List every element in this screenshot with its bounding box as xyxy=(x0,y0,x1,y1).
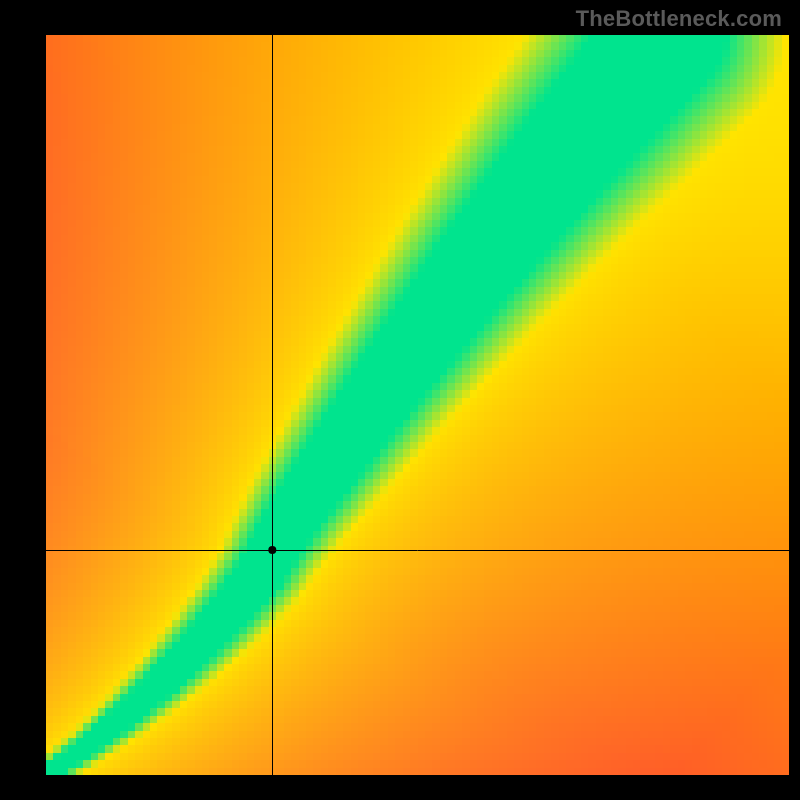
figure-wrapper: { "watermark": { "text": "TheBottleneck.… xyxy=(0,0,800,800)
bottleneck-heatmap xyxy=(46,35,789,775)
watermark-text: TheBottleneck.com xyxy=(576,6,782,32)
